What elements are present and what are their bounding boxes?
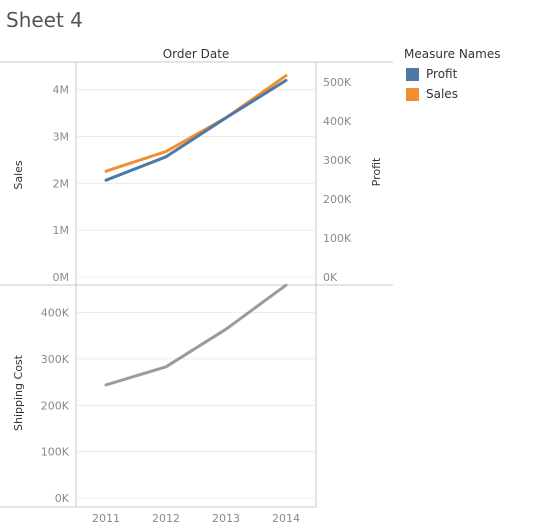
tick-label-shipping-cost: 0K	[55, 492, 70, 505]
tick-label-profit: 200K	[323, 193, 352, 206]
legend-item-sales[interactable]: Sales	[406, 87, 500, 101]
tick-label-sales: 0M	[53, 271, 70, 284]
tick-label-profit: 400K	[323, 115, 352, 128]
legend-swatch-sales	[406, 87, 419, 101]
tick-label-profit: 0K	[323, 271, 338, 284]
tick-label-shipping-cost: 200K	[41, 399, 70, 412]
tick-label-sales: 2M	[53, 177, 70, 190]
legend-item-profit[interactable]: Profit	[406, 67, 500, 81]
header-order-date: Order Date	[163, 47, 230, 61]
legend-label-profit: Profit	[426, 67, 458, 81]
tick-label-sales: 3M	[53, 131, 70, 144]
legend-label-sales: Sales	[426, 87, 458, 101]
sheet-title: Sheet 4	[6, 8, 83, 32]
tick-label-profit: 100K	[323, 232, 352, 245]
line-sales	[104, 74, 288, 173]
line-profit	[104, 78, 288, 182]
x-tick-label: 2011	[92, 512, 120, 525]
line-shipping-cost	[104, 283, 288, 387]
y-axis-title-shipping-cost: Shipping Cost	[12, 354, 25, 431]
y2-axis-title-profit: Profit	[370, 157, 383, 186]
legend-title: Measure Names	[404, 47, 501, 61]
tick-label-sales: 4M	[53, 84, 70, 97]
legend: Measure Names Profit Sales	[404, 47, 500, 101]
tick-label-shipping-cost: 100K	[41, 446, 70, 459]
tick-label-sales: 1M	[53, 224, 70, 237]
x-tick-label: 2012	[152, 512, 180, 525]
x-tick-label: 2014	[272, 512, 300, 525]
tick-label-shipping-cost: 300K	[41, 353, 70, 366]
tick-label-shipping-cost: 400K	[41, 307, 70, 320]
y-axis-title-sales: Sales	[12, 160, 25, 190]
tick-label-profit: 500K	[323, 76, 352, 89]
x-tick-label: 2013	[212, 512, 240, 525]
tick-label-profit: 300K	[323, 154, 352, 167]
legend-swatch-profit	[406, 67, 419, 81]
